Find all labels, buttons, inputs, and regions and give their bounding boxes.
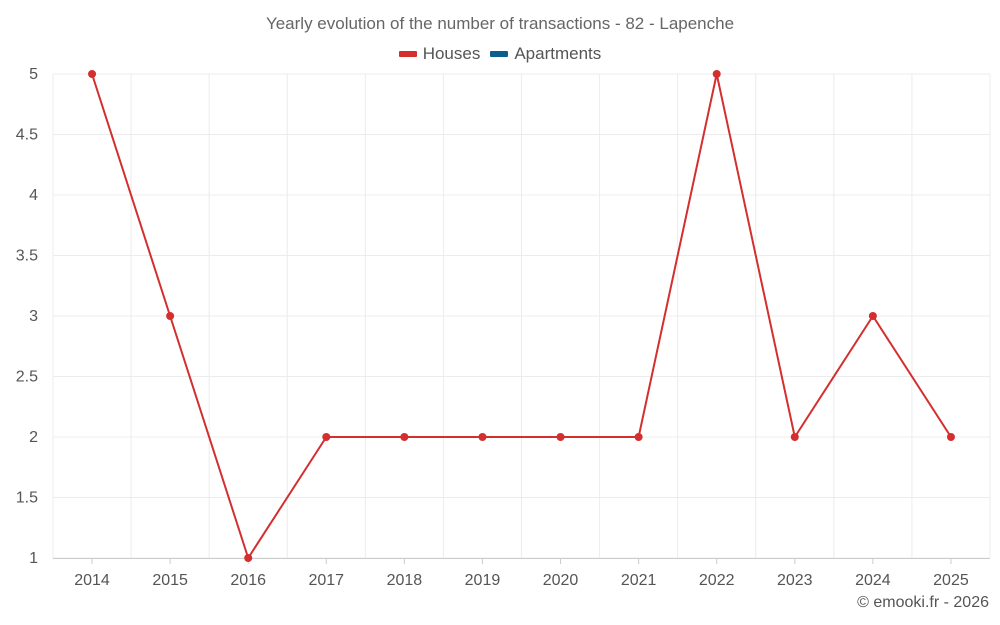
copyright-credit: © emooki.fr - 2026 — [857, 594, 989, 611]
y-tick-label: 1 — [29, 550, 38, 567]
data-point-houses — [556, 433, 565, 441]
data-point-houses — [946, 433, 955, 441]
legend-item-apartments[interactable]: Apartments — [490, 44, 601, 64]
x-tick-label: 2019 — [465, 572, 501, 589]
series-line-houses — [91, 73, 952, 559]
data-point-houses — [790, 433, 799, 441]
x-tick-label: 2023 — [777, 572, 813, 589]
y-tick-label: 3.5 — [16, 248, 38, 265]
data-point-houses — [712, 70, 721, 78]
y-tick-label: 2.5 — [16, 369, 38, 386]
data-point-houses — [868, 312, 877, 320]
y-tick-label: 4 — [29, 187, 38, 204]
x-axis-ticks: 2014 2015 2016 2017 2018 2019 2020 2021 2022 2023… — [74, 558, 969, 589]
x-tick-label: 2022 — [699, 572, 735, 589]
legend-item-houses[interactable]: Houses — [398, 44, 481, 64]
x-tick-label: 2015 — [152, 572, 188, 589]
legend-label-apartments: Apartments — [514, 44, 602, 63]
x-tick-label: 2024 — [855, 572, 891, 589]
y-tick-label: 2 — [29, 429, 38, 446]
x-tick-label: 2016 — [230, 572, 266, 589]
data-point-houses — [634, 433, 643, 441]
y-tick-label: 3 — [29, 308, 38, 325]
x-tick-label: 2020 — [543, 572, 579, 589]
legend-swatch-apartments — [490, 51, 509, 57]
data-point-houses — [166, 312, 175, 320]
y-tick-label: 4.5 — [16, 127, 38, 144]
x-tick-label: 2014 — [74, 572, 110, 589]
legend-label-houses: Houses — [422, 44, 481, 63]
x-tick-label: 2018 — [387, 572, 423, 589]
legend-swatch-houses — [398, 51, 417, 57]
data-point-houses — [88, 70, 97, 78]
y-tick-label: 5 — [29, 66, 38, 83]
x-tick-label: 2025 — [933, 572, 969, 589]
data-point-houses — [244, 554, 253, 562]
series-layer — [88, 70, 955, 562]
legend: Houses Apartments — [0, 44, 1000, 64]
data-point-houses — [322, 433, 331, 441]
x-tick-label: 2017 — [308, 572, 344, 589]
data-point-houses — [400, 433, 409, 441]
y-axis-ticks: 1 1.5 2 2.5 3 3.5 4 4.5 5 — [16, 66, 38, 567]
data-point-houses — [478, 433, 487, 441]
y-tick-label: 1.5 — [16, 490, 38, 507]
chart-title: Yearly evolution of the number of transa… — [265, 14, 735, 33]
grid-lines — [52, 73, 991, 559]
x-tick-label: 2021 — [621, 572, 657, 589]
